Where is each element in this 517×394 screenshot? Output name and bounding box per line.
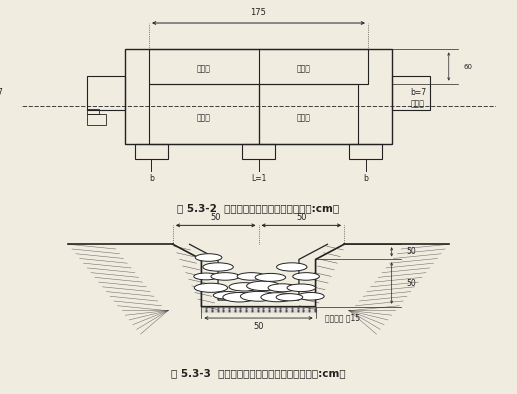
Bar: [135, 144, 168, 159]
Bar: [149, 84, 258, 144]
Ellipse shape: [211, 273, 239, 280]
Ellipse shape: [223, 292, 256, 302]
Bar: [242, 144, 275, 159]
Text: 溢流墙: 溢流墙: [297, 64, 311, 73]
Text: 出水口: 出水口: [410, 100, 424, 109]
Bar: [87, 109, 99, 114]
Bar: [149, 50, 368, 84]
Text: L=1: L=1: [251, 174, 266, 183]
Text: b=7: b=7: [410, 89, 427, 97]
Ellipse shape: [195, 254, 222, 261]
Ellipse shape: [214, 292, 242, 299]
Text: 砂砾垫层 厚15: 砂砾垫层 厚15: [325, 314, 360, 323]
Ellipse shape: [297, 292, 324, 300]
Text: 175: 175: [251, 8, 266, 17]
Ellipse shape: [268, 284, 297, 292]
Ellipse shape: [237, 273, 266, 280]
Text: 图 5.3-2  干砌石沉砂池平面设计图（单位:cm）: 图 5.3-2 干砌石沉砂池平面设计图（单位:cm）: [177, 203, 340, 213]
Text: b: b: [149, 174, 154, 183]
Ellipse shape: [255, 273, 285, 281]
Text: 50: 50: [210, 213, 221, 221]
Bar: [125, 50, 392, 144]
Text: 50: 50: [296, 213, 307, 221]
Bar: [258, 84, 358, 144]
Text: 沉砂池: 沉砂池: [197, 113, 211, 122]
Text: b: b: [363, 174, 368, 183]
Ellipse shape: [229, 282, 260, 291]
Text: 50: 50: [406, 279, 416, 288]
Ellipse shape: [240, 292, 277, 301]
Text: 50: 50: [253, 322, 264, 331]
Ellipse shape: [276, 294, 303, 301]
Bar: [87, 76, 125, 110]
Ellipse shape: [287, 284, 315, 292]
Ellipse shape: [293, 273, 320, 280]
Text: 沉砂室: 沉砂室: [197, 64, 211, 73]
Ellipse shape: [247, 281, 280, 291]
Ellipse shape: [203, 263, 233, 271]
Bar: [87, 114, 107, 125]
Bar: [349, 144, 382, 159]
Ellipse shape: [194, 273, 219, 280]
Bar: [392, 76, 430, 110]
Text: 沉砂池: 沉砂池: [297, 113, 311, 122]
Text: 60: 60: [463, 63, 472, 69]
Text: 50: 50: [406, 247, 416, 256]
Ellipse shape: [194, 283, 227, 292]
Ellipse shape: [277, 263, 307, 271]
Text: i=1:7: i=1:7: [0, 89, 4, 97]
Ellipse shape: [261, 293, 294, 302]
Text: 图 5.3-3  干砌石排水沟典型设计断面图（单位:cm）: 图 5.3-3 干砌石排水沟典型设计断面图（单位:cm）: [171, 368, 346, 379]
